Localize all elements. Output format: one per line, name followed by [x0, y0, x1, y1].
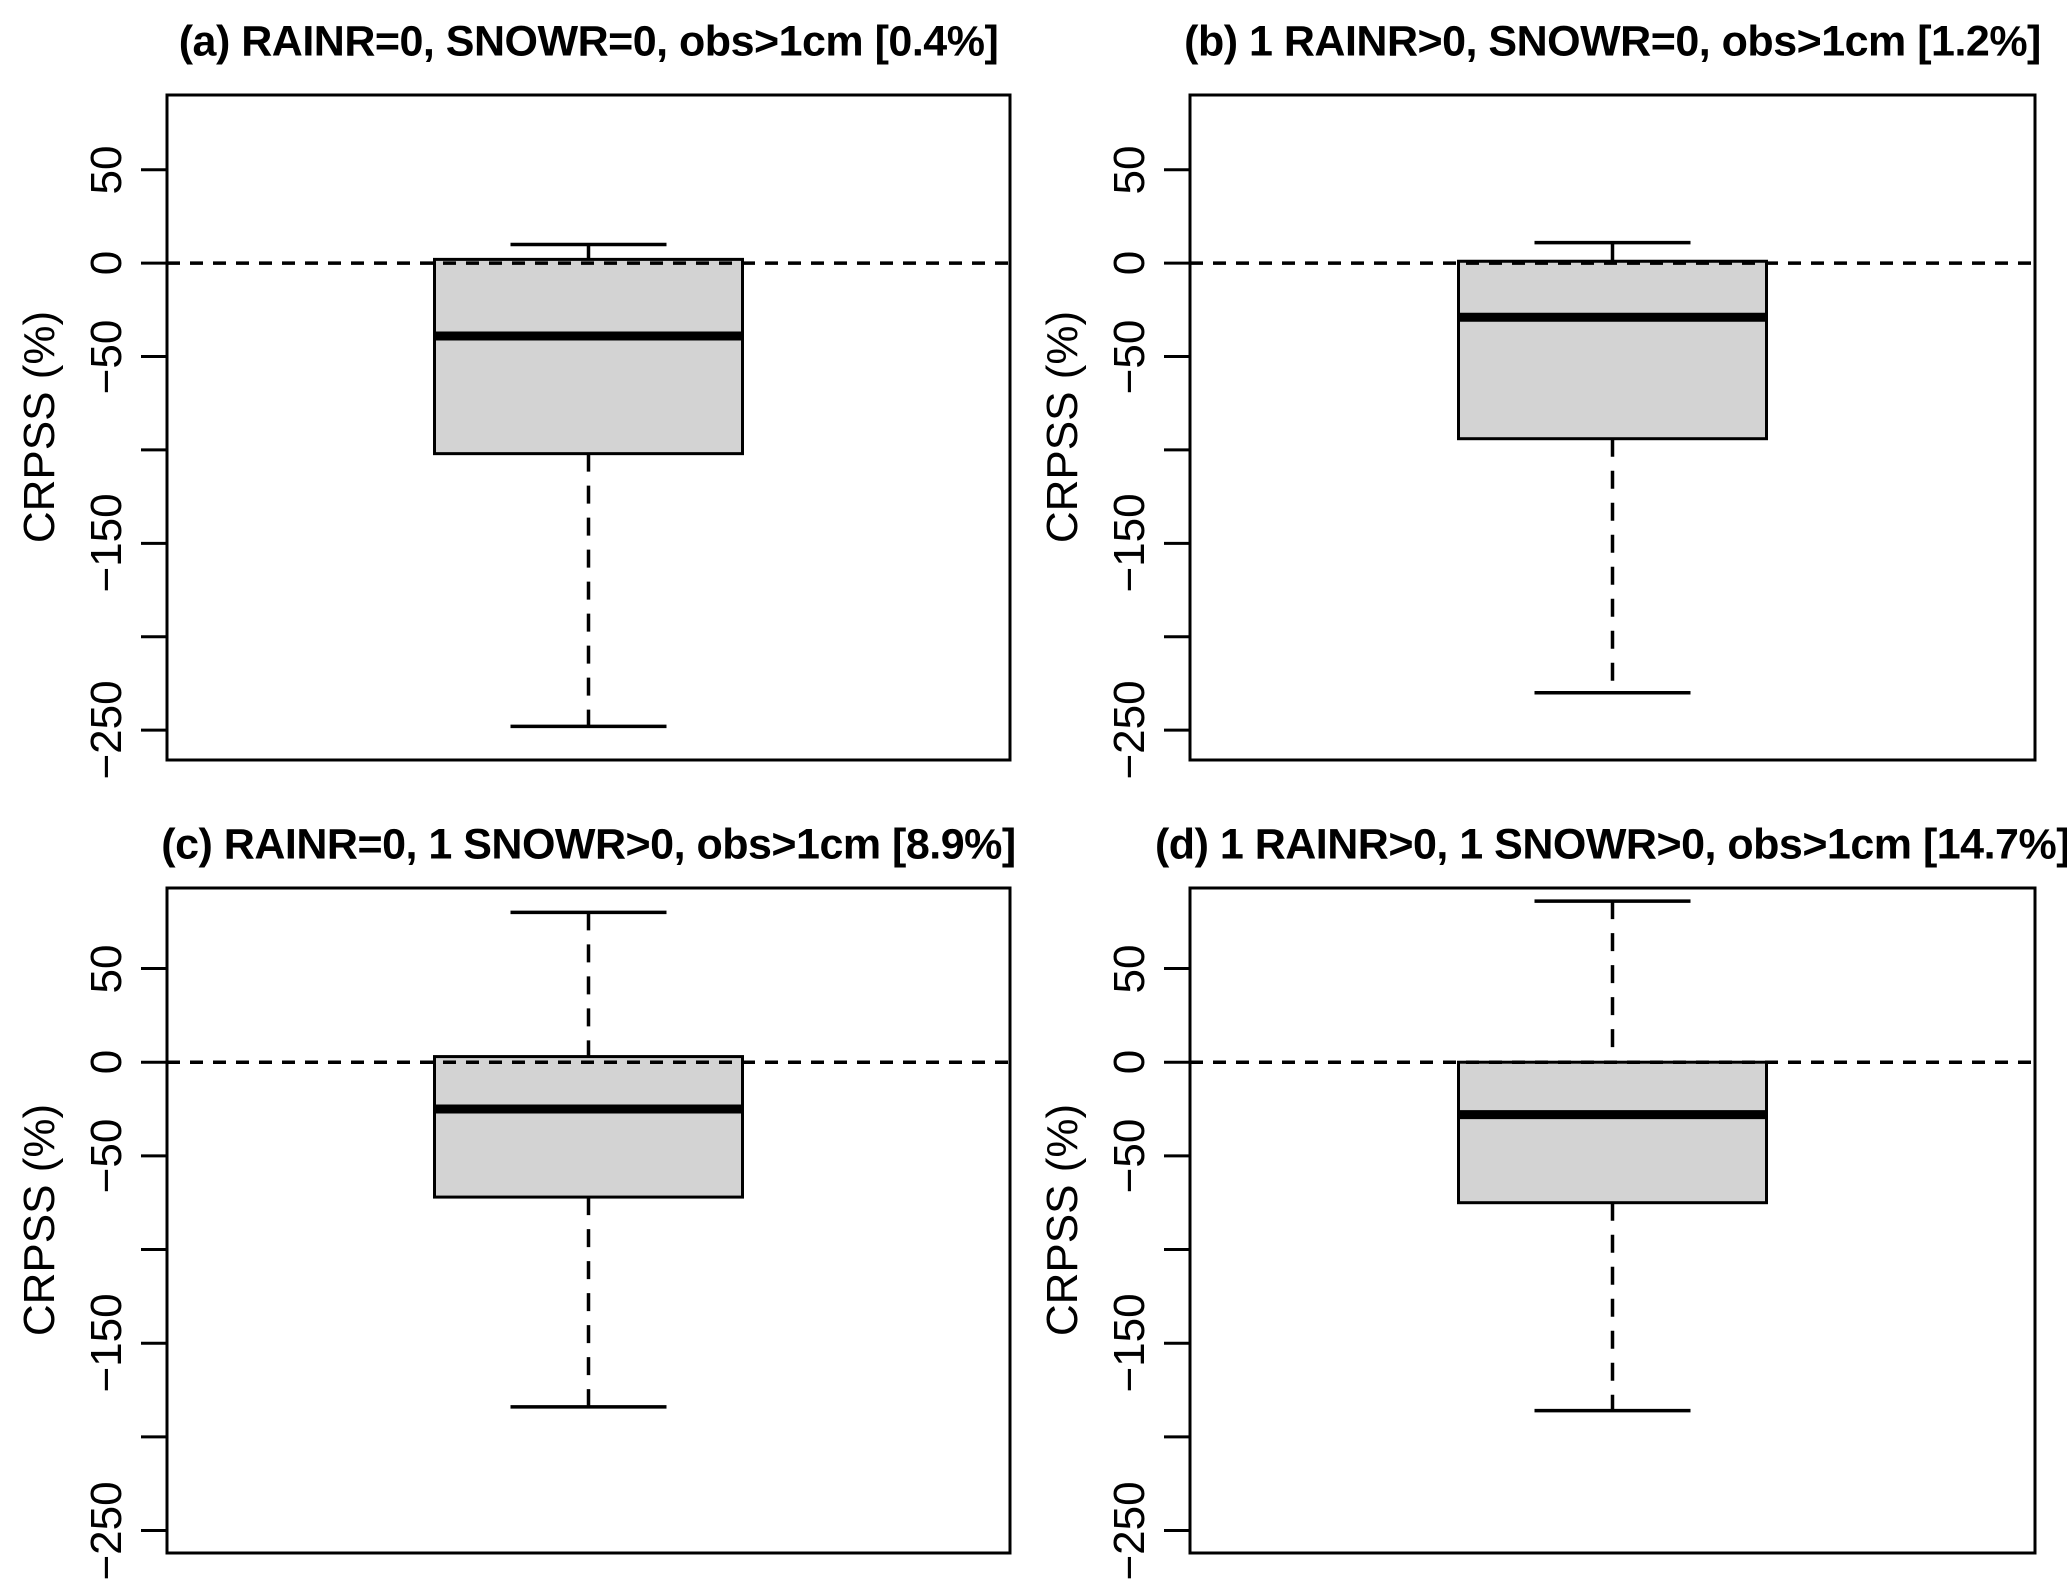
- y-axis-label-c: CRPSS (%): [15, 1103, 64, 1337]
- y-tick-label-a--150: −150: [82, 493, 131, 593]
- panel-c-title: (c) RAINR=0, 1 SNOWR>0, obs>1cm [8.9%]: [161, 820, 1016, 869]
- panel-d-border: [1188, 886, 2037, 1555]
- y-tick-label-d--250: −250: [1105, 1480, 1154, 1581]
- y-tick-label-b--250: −250: [1105, 680, 1154, 780]
- y-tick-label-c--50: −50: [82, 1118, 131, 1194]
- box-iqr: [433, 257, 744, 456]
- y-tick-label-a-0: 0: [82, 250, 131, 276]
- y-tick-label-b-50: 50: [1105, 145, 1154, 195]
- y-tick-label-c--150: −150: [82, 1293, 131, 1393]
- y-axis-label-b: CRPSS (%): [1038, 310, 1087, 544]
- panel-c-border: [165, 886, 1012, 1555]
- y-tick-label-a-50: 50: [82, 145, 131, 195]
- y-tick-label-b-0: 0: [1105, 250, 1154, 276]
- panel-a-border: [165, 93, 1012, 762]
- y-axis-label-d: CRPSS (%): [1038, 1103, 1087, 1337]
- y-tick-label-d-0: 0: [1105, 1049, 1154, 1075]
- y-axis-label-a: CRPSS (%): [15, 310, 64, 544]
- panel-d-title: (d) 1 RAINR>0, 1 SNOWR>0, obs>1cm [14.7%…: [1154, 820, 2067, 869]
- box-iqr: [1457, 259, 1768, 441]
- y-tick-label-d--150: −150: [1105, 1293, 1154, 1393]
- y-tick-label-b--150: −150: [1105, 493, 1154, 593]
- y-tick-label-a--250: −250: [82, 680, 131, 780]
- box-iqr: [1457, 1060, 1768, 1205]
- y-tick-label-d-50: 50: [1105, 944, 1154, 994]
- y-tick-label-c-50: 50: [82, 944, 131, 994]
- y-tick-label-b--50: −50: [1105, 319, 1154, 394]
- y-tick-label-d--50: −50: [1105, 1118, 1154, 1194]
- panel-b-border: [1188, 93, 2037, 762]
- y-tick-label-c--250: −250: [82, 1480, 131, 1581]
- box-iqr: [433, 1055, 744, 1199]
- y-tick-label-a--50: −50: [82, 319, 131, 394]
- panel-b-title: (b) 1 RAINR>0, SNOWR=0, obs>1cm [1.2%]: [1184, 17, 2041, 66]
- y-tick-label-c-0: 0: [82, 1049, 131, 1075]
- panel-a-title: (a) RAINR=0, SNOWR=0, obs>1cm [0.4%]: [178, 17, 999, 66]
